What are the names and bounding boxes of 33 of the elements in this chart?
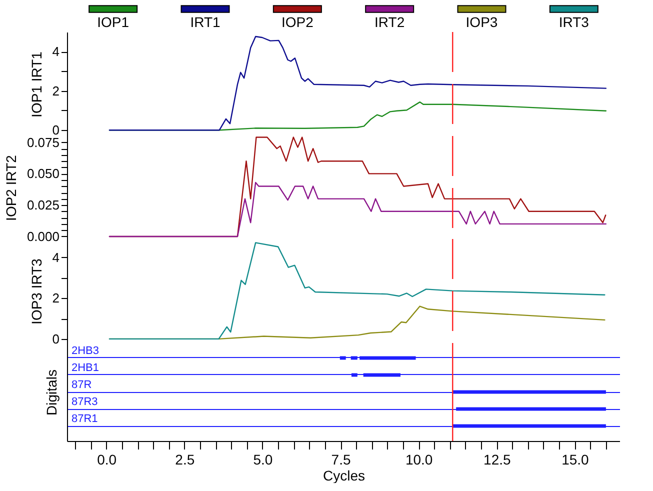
legend-label: IRT3 [558,14,590,30]
legend-label: IRT2 [374,14,405,30]
y-axis-title: Digitals [44,370,60,416]
legend-label: IOP1 [97,14,130,30]
legend-label: IRT1 [190,14,220,30]
y-tick-label: 0.025 [26,198,60,213]
x-tick-label: 15.0 [562,452,590,468]
y-tick-label: 2HB3 [72,344,100,357]
x-tick-label: 12.5 [484,452,511,468]
y-axis-title: IOP3 IRT3 [28,258,44,324]
y-tick-label: 87R3 [72,396,98,408]
y-tick-label: 0.000 [26,228,60,244]
y-tick-label: 0.050 [26,166,60,182]
legend-label: IOP3 [466,14,498,30]
line-series [108,182,607,238]
y-tick-label: 87R [72,379,92,391]
y-tick-label: 4 [52,250,60,265]
y-tick-label: 0 [52,331,60,346]
line-series [108,36,607,131]
line-series [108,242,606,340]
y-tick-label: 2 [52,83,60,98]
y-tick-label: 2 [52,290,60,306]
y-axis-title: IOP1 IRT1 [28,51,44,118]
x-tick-label: 7.5 [331,452,351,468]
y-tick-label: 2HB1 [72,362,100,374]
legend-label: IOP2 [281,14,314,30]
x-tick-label: 10.0 [405,452,433,468]
y-tick-label: 87R1 [72,413,98,426]
x-tick-label: 2.5 [175,452,195,468]
x-tick-label: 5.0 [253,452,273,468]
x-tick-label: 0.0 [97,452,117,468]
y-tick-label: 4 [52,44,60,60]
y-axis-title: IOP2 IRT2 [2,154,19,221]
